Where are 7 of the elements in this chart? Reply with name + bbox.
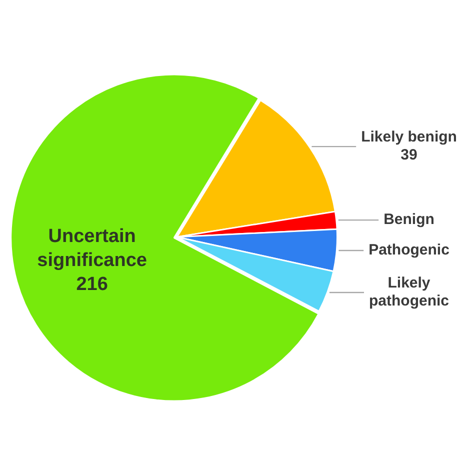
slice-label: Likely benign [361, 128, 457, 146]
slice-label: Benign [384, 211, 434, 228]
data-label: 216 [76, 274, 108, 295]
slice-label: Pathogenic [368, 242, 450, 259]
slice-label: Likely pathogenic [368, 274, 450, 310]
data-label: 39 [400, 146, 418, 164]
slice-label: Uncertain significance [37, 226, 147, 271]
